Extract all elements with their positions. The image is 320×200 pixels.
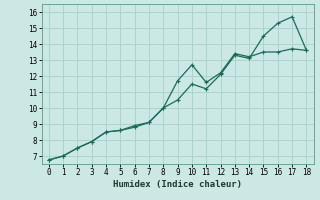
X-axis label: Humidex (Indice chaleur): Humidex (Indice chaleur) (113, 180, 242, 189)
